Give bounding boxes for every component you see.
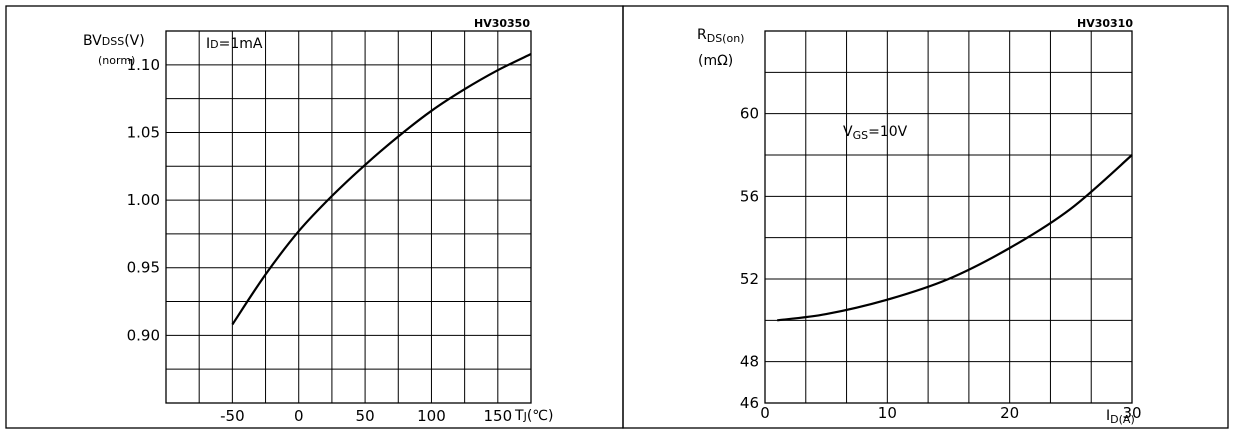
chart2-grid	[765, 31, 1132, 403]
x-tick-label: 10	[878, 404, 897, 422]
y-tick-label: 1.05	[127, 123, 160, 141]
chart2-ylabel-sub: DS(on)	[707, 32, 745, 45]
chart1-ylabel: BVDSS(V)	[83, 33, 145, 49]
chart2-annotation-main: V	[843, 124, 853, 140]
y-tick-label: 48	[740, 353, 759, 371]
x-tick-label: 150	[483, 407, 512, 425]
panel-frame-right	[622, 5, 1229, 429]
chart2-plot-frame	[764, 30, 1133, 404]
chart1-xlabel: TJ(℃)	[514, 408, 553, 424]
chart1-xlabel-unit: (℃)	[527, 408, 554, 424]
chart2-annotation-sub: GS	[853, 129, 869, 142]
chart1-annotation-rest: =1mA	[219, 36, 263, 52]
x-tick-label: 0	[760, 404, 770, 422]
chart1-ylabel-main: BV	[83, 33, 102, 49]
x-tick-label: 20	[1000, 404, 1019, 422]
chart2-annotation: VGS=10V	[843, 124, 908, 142]
chart2-xlabel-unit: (A)	[1119, 413, 1135, 426]
chart1-ylabel-unit: (V)	[124, 33, 145, 49]
chart1-ylabel-sub: DSS	[102, 35, 124, 48]
y-tick-label: 46	[740, 394, 759, 412]
chart1-annotation: ID=1mA	[206, 36, 263, 52]
chart1-annotation-sub: D	[210, 38, 218, 51]
x-tick-label: 50	[356, 407, 375, 425]
chart-bvdss: HV30350 BVDSS(V) (norm) ID=1mA TJ(℃) -50…	[83, 17, 553, 425]
chart2-xlabel-main: I	[1106, 408, 1110, 424]
chart1-ylabel-norm: (norm)	[98, 54, 135, 67]
chart2-code: HV30310	[1077, 17, 1133, 30]
chart-rdson: HV30310 RDS(on) (mΩ) VGS=10V ID(A) 0 10 20…	[697, 17, 1142, 426]
chart1-code: HV30350	[474, 17, 530, 30]
y-tick-label: 1.00	[127, 191, 160, 209]
chart2-xlabel: ID(A)	[1106, 408, 1135, 426]
chart2-ylabel-unit: (mΩ)	[698, 53, 733, 69]
chart2-annotation-rest: =10V	[868, 124, 908, 140]
chart2-ylabel: RDS(on)	[697, 27, 744, 45]
y-tick-label: 56	[740, 187, 759, 205]
chart1-curve	[231, 53, 532, 326]
chart2-tick-labels: 0 10 20 30 46 48 52 56 60	[740, 105, 1142, 422]
chart1-plot-frame	[165, 30, 532, 404]
chart2-xlabel-sub: D	[1110, 413, 1118, 426]
y-tick-label: 0.95	[127, 259, 160, 277]
chart2-ylabel-main: R	[697, 27, 707, 43]
x-tick-label: 100	[417, 407, 446, 425]
y-tick-label: 52	[740, 270, 759, 288]
y-tick-label: 1.10	[127, 56, 160, 74]
x-tick-label: 30	[1122, 404, 1141, 422]
chart2-curve	[777, 154, 1133, 322]
y-tick-label: 60	[740, 105, 759, 123]
y-tick-label: 0.90	[127, 326, 160, 344]
chart1-annotation-main: I	[206, 36, 210, 52]
chart1-grid	[166, 31, 531, 403]
x-tick-label: 0	[294, 407, 304, 425]
chart1-tick-labels: -50 0 50 100 150 0.90 0.95 1.00 1.05 1.10	[127, 56, 513, 425]
x-tick-label: -50	[220, 407, 245, 425]
chart1-xlabel-sub: J	[523, 410, 527, 423]
chart1-xlabel-main: T	[514, 408, 524, 424]
